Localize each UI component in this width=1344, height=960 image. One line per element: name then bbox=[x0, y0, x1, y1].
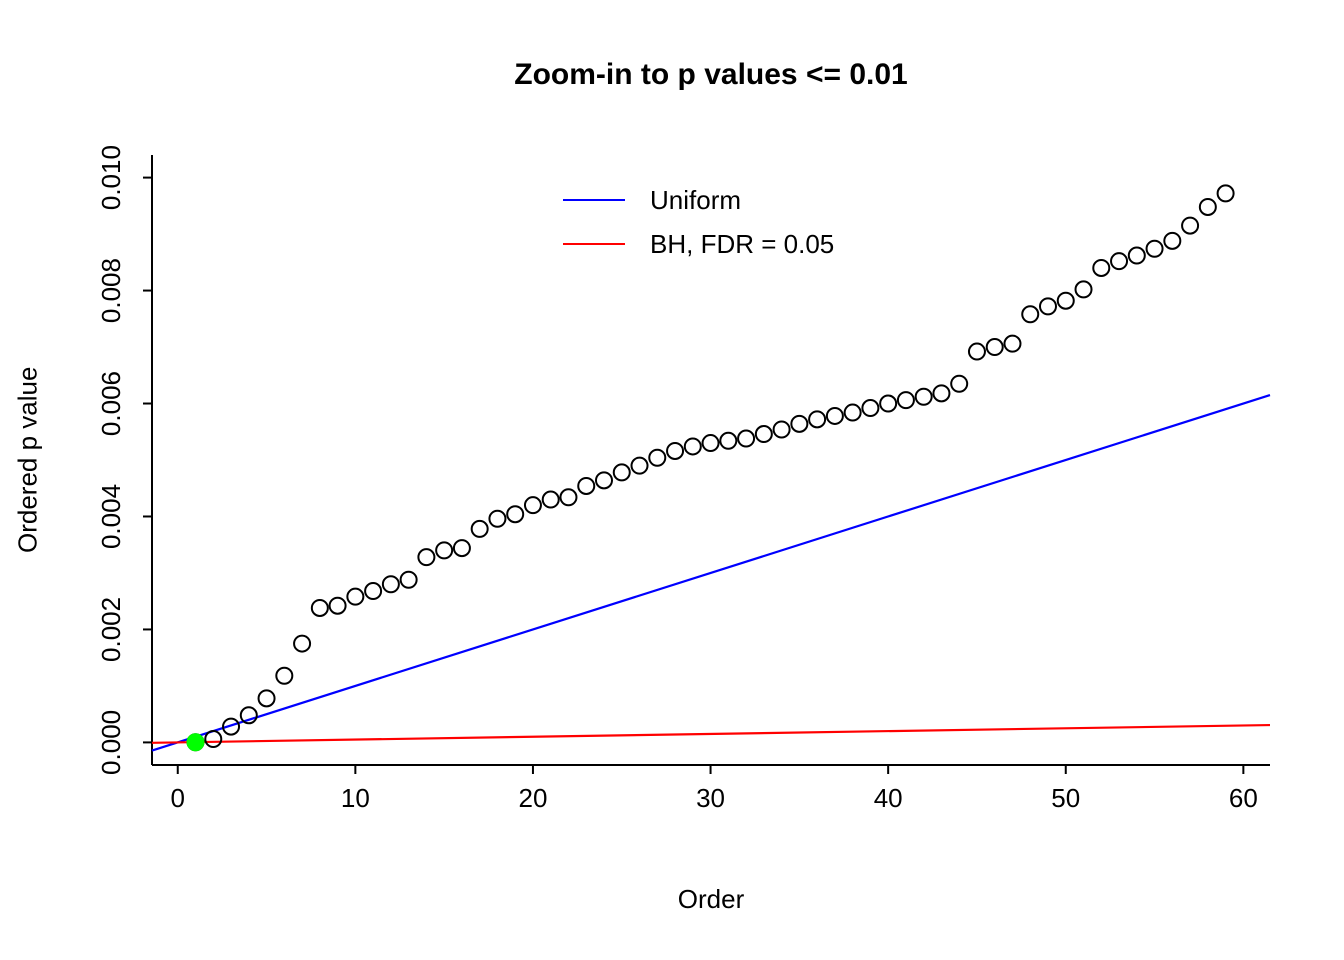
scatter-points bbox=[186, 184, 1235, 752]
data-point bbox=[381, 575, 400, 594]
legend-label-bh: BH, FDR = 0.05 bbox=[650, 228, 835, 259]
significant-point bbox=[186, 733, 205, 752]
data-point bbox=[1110, 252, 1129, 271]
data-point bbox=[328, 596, 347, 615]
bh-line-swatch bbox=[563, 243, 625, 245]
y-tick-label: 0.004 bbox=[96, 484, 126, 549]
data-point bbox=[559, 488, 578, 507]
data-point bbox=[399, 570, 418, 589]
data-point bbox=[222, 717, 241, 736]
y-axis-ticks: 0.000 0.002 0.004 0.006 0.008 0.010 bbox=[96, 145, 152, 775]
data-point bbox=[879, 394, 898, 413]
y-tick-label: 0.006 bbox=[96, 371, 126, 436]
data-point bbox=[257, 689, 276, 708]
data-point bbox=[452, 539, 471, 558]
y-axis-title: Ordered p value bbox=[12, 366, 43, 554]
data-point bbox=[1038, 297, 1057, 316]
x-axis-title: Order bbox=[677, 884, 745, 914]
data-point bbox=[896, 391, 915, 410]
x-tick-label: 30 bbox=[696, 783, 725, 813]
data-point bbox=[630, 456, 649, 475]
data-point bbox=[1092, 258, 1111, 277]
data-point bbox=[1163, 231, 1182, 250]
data-point bbox=[541, 490, 560, 509]
data-point bbox=[985, 338, 1004, 357]
x-tick-label: 60 bbox=[1229, 783, 1258, 813]
data-point bbox=[310, 598, 329, 617]
data-point bbox=[914, 387, 933, 406]
data-point bbox=[950, 374, 969, 393]
data-point bbox=[861, 399, 880, 418]
data-point bbox=[594, 471, 613, 490]
data-point bbox=[523, 496, 542, 515]
legend-entry-uniform: Uniform bbox=[563, 178, 834, 222]
data-point bbox=[719, 431, 738, 450]
data-point bbox=[612, 463, 631, 482]
data-point bbox=[967, 342, 986, 361]
data-point bbox=[239, 706, 258, 725]
data-point bbox=[275, 666, 294, 685]
x-tick-label: 10 bbox=[341, 783, 370, 813]
data-point bbox=[683, 437, 702, 456]
data-point bbox=[435, 541, 454, 560]
x-tick-label: 0 bbox=[171, 783, 185, 813]
data-point bbox=[293, 634, 312, 653]
reference-line-bh-fdr-0-05 bbox=[151, 723, 1271, 744]
data-point bbox=[488, 509, 507, 528]
data-point bbox=[1074, 280, 1093, 299]
data-point bbox=[790, 414, 809, 433]
data-point bbox=[808, 410, 827, 429]
data-point bbox=[843, 403, 862, 422]
uniform-line-swatch bbox=[563, 199, 625, 201]
data-point bbox=[754, 425, 773, 444]
data-point bbox=[825, 406, 844, 425]
reference-line-uniform bbox=[151, 393, 1271, 752]
data-point bbox=[417, 548, 436, 567]
data-point bbox=[1056, 291, 1075, 310]
data-point bbox=[346, 587, 365, 606]
data-point bbox=[701, 434, 720, 453]
data-point bbox=[1181, 216, 1200, 235]
data-point bbox=[1127, 246, 1146, 265]
chart-title: Zoom-in to p values <= 0.01 bbox=[514, 58, 908, 91]
x-tick-label: 40 bbox=[874, 783, 903, 813]
data-point bbox=[1216, 184, 1235, 203]
data-point bbox=[506, 505, 525, 524]
data-point bbox=[1003, 334, 1022, 353]
y-tick-label: 0.010 bbox=[96, 145, 126, 210]
x-tick-label: 50 bbox=[1051, 783, 1080, 813]
data-point bbox=[470, 519, 489, 538]
data-point bbox=[577, 476, 596, 495]
legend: Uniform BH, FDR = 0.05 bbox=[563, 178, 834, 266]
data-point bbox=[648, 448, 667, 467]
data-point bbox=[364, 582, 383, 601]
data-point bbox=[772, 420, 791, 439]
legend-entry-bh: BH, FDR = 0.05 bbox=[563, 222, 834, 266]
data-point bbox=[932, 384, 951, 403]
data-point bbox=[1021, 305, 1040, 324]
y-tick-label: 0.002 bbox=[96, 597, 126, 662]
x-tick-label: 20 bbox=[518, 783, 547, 813]
data-point bbox=[1198, 197, 1217, 216]
data-point bbox=[1145, 239, 1164, 258]
x-axis-ticks: 0 10 20 30 40 50 60 bbox=[171, 765, 1258, 813]
legend-label-uniform: Uniform bbox=[650, 184, 742, 215]
data-point bbox=[737, 429, 756, 448]
data-point bbox=[204, 730, 223, 749]
y-tick-label: 0.008 bbox=[96, 258, 126, 323]
data-point bbox=[666, 441, 685, 460]
y-tick-label: 0.000 bbox=[96, 710, 126, 775]
